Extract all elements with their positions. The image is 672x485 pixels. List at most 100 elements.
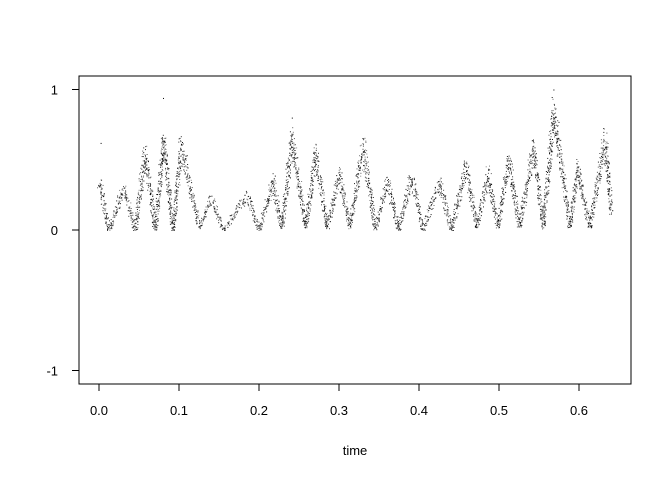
data-point: [599, 167, 601, 169]
data-point: [389, 186, 391, 188]
data-point: [550, 158, 552, 160]
data-point: [166, 172, 168, 174]
data-point: [528, 165, 530, 167]
data-point: [346, 206, 348, 208]
data-point: [271, 182, 273, 184]
data-point: [342, 195, 344, 197]
data-point: [559, 167, 561, 169]
data-point: [387, 191, 389, 192]
data-point: [595, 187, 597, 189]
data-point: [165, 162, 167, 164]
data-point: [565, 199, 567, 200]
data-point: [325, 205, 327, 207]
data-point: [309, 188, 311, 190]
data-point: [144, 154, 146, 156]
data-point: [135, 212, 137, 214]
data-point: [273, 184, 275, 185]
data-point: [527, 188, 528, 189]
data-point: [369, 188, 371, 189]
data-point: [285, 198, 287, 200]
data-point: [162, 158, 164, 159]
data-point: [150, 202, 152, 204]
data-point: [522, 198, 524, 200]
data-point: [485, 185, 487, 187]
data-point: [170, 192, 172, 194]
data-point: [149, 204, 151, 206]
data-point: [411, 178, 413, 180]
data-point: [609, 183, 611, 185]
data-point: [574, 198, 576, 200]
data-point: [297, 179, 299, 180]
data-point: [567, 206, 568, 208]
data-point: [561, 168, 563, 170]
data-point: [305, 227, 306, 229]
data-point: [461, 196, 463, 198]
data-point: [480, 200, 482, 202]
data-point: [598, 173, 600, 175]
data-point: [359, 167, 361, 169]
data-point: [168, 190, 169, 192]
data-point: [262, 214, 264, 216]
data-point: [592, 204, 594, 206]
data-point: [437, 190, 439, 192]
data-point: [564, 200, 566, 202]
data-point: [527, 159, 529, 161]
data-point: [149, 185, 151, 187]
data-point: [286, 185, 288, 187]
data-point: [473, 215, 475, 217]
data-point: [500, 205, 502, 207]
data-point: [101, 195, 103, 196]
data-point: [379, 208, 381, 209]
data-point: [233, 217, 235, 219]
data-point: [352, 221, 353, 223]
data-point: [557, 145, 559, 147]
data-point: [401, 212, 403, 214]
data-point: [188, 175, 190, 177]
data-points: [97, 89, 614, 231]
data-point: [509, 172, 510, 174]
data-point: [587, 211, 589, 213]
data-point: [332, 210, 334, 212]
data-point: [558, 137, 560, 139]
data-point: [390, 201, 392, 203]
data-point: [597, 194, 599, 195]
data-point: [368, 172, 370, 174]
data-point: [447, 209, 449, 211]
data-point: [554, 136, 556, 138]
data-point: [579, 168, 581, 170]
data-point: [109, 220, 110, 222]
data-point: [606, 177, 608, 179]
data-point: [364, 180, 366, 182]
data-point: [582, 198, 584, 200]
data-point: [99, 184, 101, 186]
data-point: [565, 185, 567, 187]
data-point: [463, 160, 465, 162]
data-point: [101, 199, 103, 201]
data-point: [467, 167, 469, 169]
data-point: [416, 197, 418, 199]
data-point: [307, 217, 309, 219]
data-point: [304, 221, 306, 222]
data-point: [479, 206, 481, 208]
data-point: [271, 183, 273, 185]
data-point: [465, 162, 467, 164]
data-point: [374, 220, 376, 222]
data-point: [342, 187, 344, 189]
data-point: [128, 210, 130, 212]
data-point: [502, 203, 504, 205]
data-point: [177, 159, 179, 161]
data-point: [609, 208, 611, 210]
data-point: [302, 212, 304, 214]
data-point: [475, 215, 477, 217]
data-point: [247, 203, 249, 205]
data-point: [576, 171, 578, 173]
data-point: [306, 221, 308, 223]
data-point: [152, 221, 154, 223]
data-point: [549, 143, 551, 145]
data-point: [375, 226, 377, 228]
data-point: [196, 217, 197, 219]
data-point: [310, 183, 312, 185]
data-point: [241, 199, 243, 201]
data-point: [344, 197, 346, 199]
data-point: [133, 225, 135, 227]
